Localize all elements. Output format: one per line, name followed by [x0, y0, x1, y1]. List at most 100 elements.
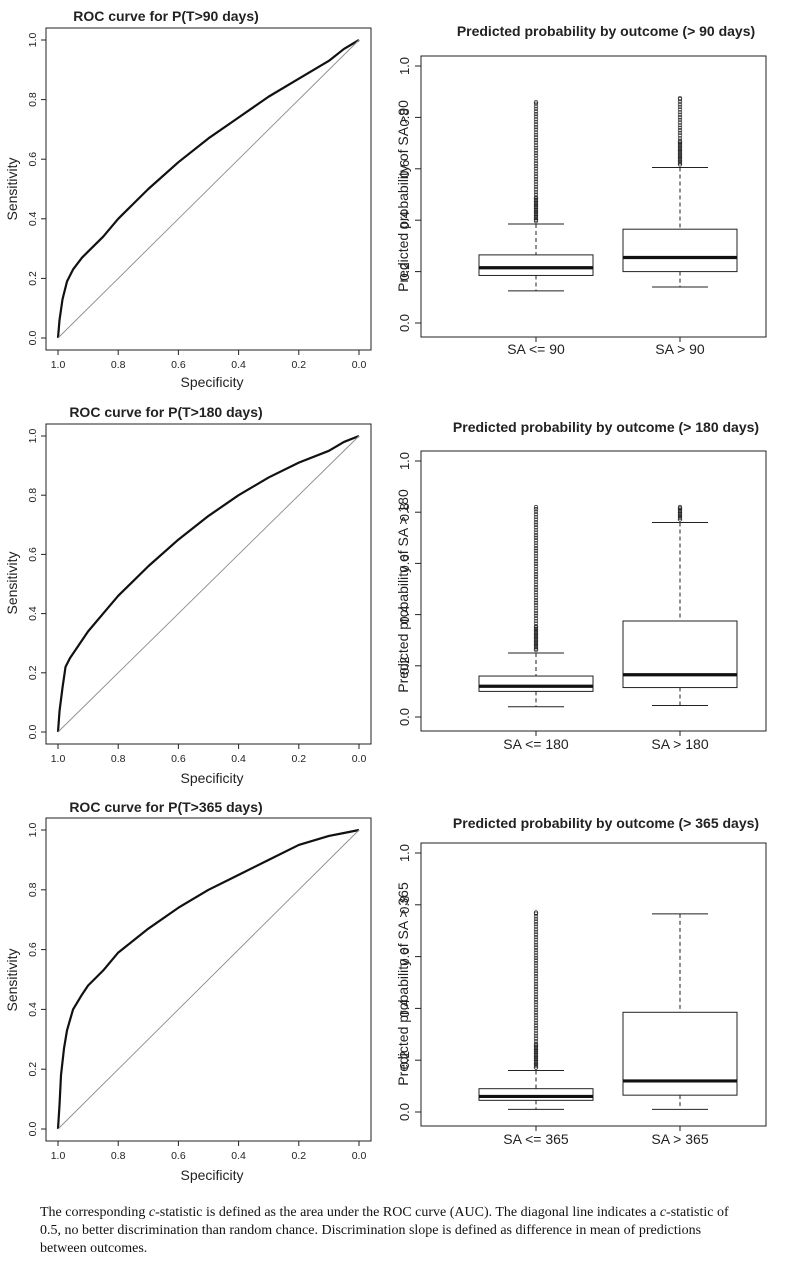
roc-x-tick-label: 1.0	[51, 753, 66, 765]
boxplot-outlier-point	[533, 143, 539, 148]
roc-y-tick-label: 1.0	[27, 429, 39, 444]
roc-y-tick-label: 1.0	[27, 823, 39, 838]
boxplot-y-tick-label: 0.0	[397, 314, 412, 332]
boxplot-outlier-point	[533, 579, 539, 585]
boxplot-outlier-point	[533, 981, 539, 987]
boxplot-outlier-point	[533, 207, 539, 213]
roc-y-tick-label: 0.4	[27, 1002, 39, 1017]
roc-x-tick-label: 0.8	[111, 359, 126, 371]
boxplot-outlier-point	[533, 530, 539, 535]
boxplot-outlier-point	[533, 203, 539, 208]
boxplot-outlier-point	[677, 109, 683, 115]
boxplot-outlier-point	[533, 1007, 539, 1013]
boxplot-outlier-point	[533, 592, 539, 598]
boxplot-y-tick-label: 0.8	[397, 503, 412, 521]
boxplot-outlier-point	[533, 643, 539, 648]
boxplot-outlier-point	[677, 148, 683, 153]
boxplot-outlier-point	[677, 151, 683, 156]
boxplot-outlier-point	[677, 115, 683, 120]
caption-c-italic-2: c	[659, 1205, 667, 1220]
boxplot-outlier-point	[533, 127, 539, 132]
boxplot-outlier-point	[533, 974, 539, 979]
boxplot-y-tick-label: 0.8	[397, 108, 412, 126]
boxplot-outlier-point	[533, 196, 539, 201]
boxplot-outlier-point	[533, 561, 539, 566]
boxplot-outlier-point	[533, 587, 539, 592]
boxplot-y-tick-label: 1.0	[397, 57, 412, 75]
boxplot-outlier-point	[677, 159, 683, 164]
roc-y-tick-label: 0.8	[27, 488, 39, 503]
boxplot-outlier-point	[533, 538, 539, 543]
boxplot-outlier-point	[677, 104, 683, 110]
roc-y-tick-label: 0.8	[27, 882, 39, 897]
boxplot-outlier-point	[533, 199, 539, 204]
boxplot-outlier-point	[533, 935, 539, 940]
boxplot-y-tick-label: 0.2	[397, 263, 412, 281]
roc-plot-frame	[45, 817, 372, 1142]
roc-y-tick-label: 0.8	[27, 92, 39, 107]
boxplot-category-label: SA > 90	[655, 341, 705, 357]
roc-y-tick-label: 0.0	[27, 725, 39, 740]
boxplot-frame	[420, 450, 767, 732]
boxplot-outlier-point	[533, 633, 539, 639]
boxplot-outlier-point	[533, 1064, 539, 1069]
boxplot-y-tick-label: 0.4	[397, 211, 412, 229]
boxplot-outlier-point	[677, 513, 683, 518]
boxplot-y-tick-label: 0.0	[397, 1103, 412, 1121]
boxplot-y-tick-label: 0.6	[397, 948, 412, 966]
figure-caption: The corresponding c-statistic is defined…	[40, 1204, 740, 1258]
roc-x-tick-label: 0.8	[111, 753, 126, 765]
boxplot-outlier-point	[533, 106, 539, 112]
roc-plot-frame	[45, 27, 372, 351]
boxplot-outlier-point	[533, 966, 539, 971]
boxplot-outlier-point	[533, 1059, 539, 1065]
boxplot-y-axis-label: Predicted probability of SA > 365	[395, 882, 411, 1086]
boxplot-outlier-point	[677, 138, 683, 143]
roc-curve-line	[56, 828, 360, 1130]
boxplot-outlier-point	[533, 646, 539, 651]
boxplot-title: Predicted probability by outcome (> 180 …	[453, 419, 759, 435]
roc-x-axis-label: Specificity	[180, 1167, 243, 1183]
boxplot-title: Predicted probability by outcome (> 90 d…	[457, 23, 755, 39]
boxplot-outlier-point	[533, 924, 539, 929]
boxplot-outlier-point	[677, 153, 683, 159]
boxplot-y-tick-label: 0.4	[397, 606, 412, 624]
roc-x-tick-label: 0.4	[231, 1150, 246, 1162]
boxplot-outlier-point	[533, 218, 539, 224]
boxplot-outlier-point	[533, 216, 539, 221]
boxplot-outlier-point	[533, 942, 539, 948]
boxplot-outlier-point	[533, 156, 539, 161]
roc-y-axis-label: Sensitivity	[4, 157, 20, 220]
roc-reference-diagonal	[57, 39, 360, 339]
boxplot-outlier-point	[533, 509, 539, 514]
boxplot-y-tick-label: 1.0	[397, 844, 412, 862]
boxplot-outlier-point	[533, 616, 539, 621]
boxplot-outlier-point	[533, 158, 539, 164]
boxplot-outlier-point	[677, 508, 683, 514]
boxplot-outlier-point	[533, 958, 539, 963]
caption-part-2: -statistic is defined as the area under …	[155, 1205, 660, 1220]
boxplot-outlier-point	[533, 621, 539, 626]
boxplot-outlier-point	[533, 916, 539, 922]
boxplot-outlier-point	[533, 1057, 539, 1062]
boxplot-outlier-point	[533, 150, 539, 156]
roc-plot-frame	[45, 423, 372, 745]
boxplot-outlier-point	[533, 214, 539, 220]
boxplot-outlier-point	[677, 162, 683, 167]
boxplot-outlier-point	[533, 1047, 539, 1052]
boxplot-outlier-point	[677, 120, 683, 125]
roc-curve-line	[56, 39, 360, 339]
boxplot-category-label: SA <= 90	[507, 341, 565, 357]
roc-y-tick-label: 0.2	[27, 271, 39, 286]
boxplot-box	[622, 1011, 738, 1096]
roc-panel-2: ROC curve for P(T>180 days) Specificity Se…	[4, 404, 372, 786]
boxplot-outlier-point	[677, 507, 683, 512]
boxplot-outlier-point	[533, 1052, 539, 1058]
boxplot-outlier-point	[533, 984, 539, 989]
boxplot-outlier-point	[533, 937, 539, 942]
boxplot-outlier-point	[533, 137, 539, 143]
boxplot-outlier-point	[533, 636, 539, 641]
boxplot-outlier-point	[533, 153, 539, 158]
roc-y-tick-label: 0.2	[27, 665, 39, 680]
boxplot-panel-3: Predicted probability by outcome (> 365 …	[395, 815, 767, 1147]
